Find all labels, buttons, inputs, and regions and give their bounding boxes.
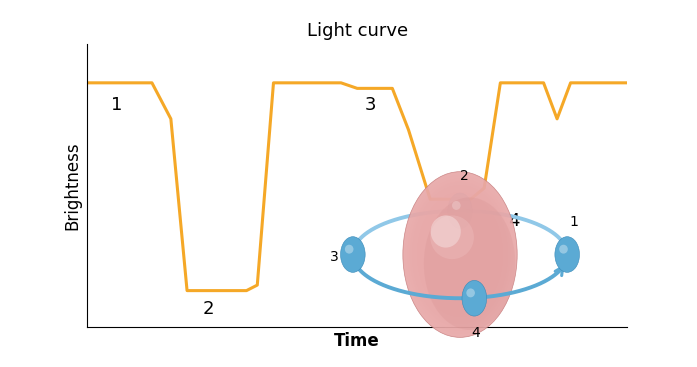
Ellipse shape [410,182,510,327]
Ellipse shape [341,237,365,272]
Ellipse shape [412,185,508,324]
Ellipse shape [431,215,461,248]
Ellipse shape [421,198,499,311]
Ellipse shape [452,201,461,210]
Ellipse shape [345,245,353,254]
Text: 1: 1 [569,215,578,229]
Ellipse shape [414,188,506,321]
Ellipse shape [559,245,568,254]
Ellipse shape [424,197,515,330]
Ellipse shape [419,195,501,314]
Ellipse shape [430,215,474,259]
Text: 3: 3 [330,250,339,264]
Text: 1: 1 [111,96,123,114]
Text: 2: 2 [459,169,468,183]
Ellipse shape [466,288,475,297]
Ellipse shape [405,175,515,334]
Text: 4: 4 [508,212,519,230]
Ellipse shape [417,192,503,317]
Ellipse shape [408,178,512,331]
Ellipse shape [403,172,517,337]
Ellipse shape [555,237,579,272]
Ellipse shape [447,193,473,229]
Text: 4: 4 [472,326,480,340]
Text: 2: 2 [203,299,215,317]
Ellipse shape [424,201,496,308]
Ellipse shape [426,205,494,304]
X-axis label: Time: Time [335,332,380,350]
Y-axis label: Brightness: Brightness [63,141,82,230]
Title: Light curve: Light curve [307,22,408,40]
Text: 3: 3 [365,96,376,114]
Ellipse shape [428,208,492,301]
Ellipse shape [462,280,487,316]
Ellipse shape [403,172,517,337]
